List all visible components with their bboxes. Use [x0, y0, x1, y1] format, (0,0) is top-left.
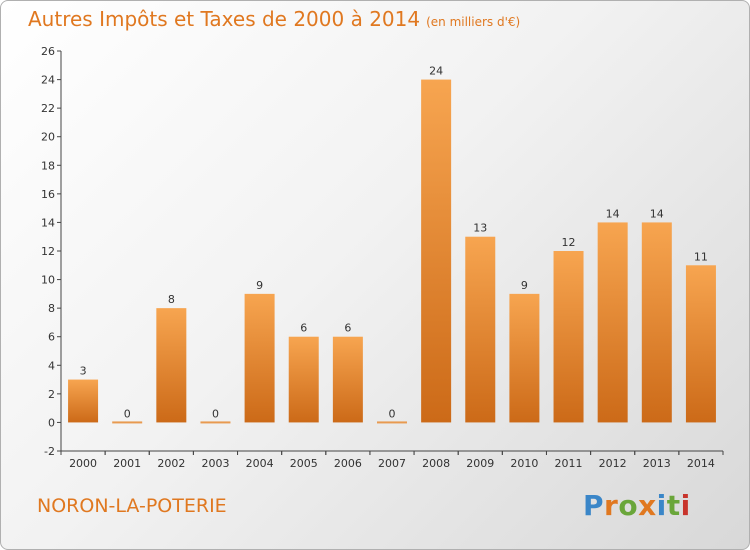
x-tick-label: 2003: [201, 457, 229, 470]
logo-letter: P: [583, 489, 605, 522]
data-label-2006: 6: [344, 322, 351, 335]
bar-2004: [244, 293, 275, 423]
x-tick-label: 2011: [555, 457, 583, 470]
x-tick-label: 2000: [69, 457, 97, 470]
logo-letter: x: [638, 489, 657, 522]
bar-2012: [597, 222, 628, 423]
bar-2003: [200, 421, 231, 424]
data-label-2004: 9: [256, 279, 263, 292]
data-label-2009: 13: [473, 222, 487, 235]
y-tick-label: 2: [48, 388, 55, 401]
data-label-2003: 0: [212, 407, 219, 420]
bar-2010: [509, 293, 540, 423]
bar-2000: [68, 379, 99, 423]
chart-title: Autres Impôts et Taxes de 2000 à 2014 (en…: [28, 7, 520, 31]
y-tick-label: 16: [41, 188, 55, 201]
y-tick-label: 24: [41, 74, 55, 87]
bar-2008: [421, 79, 452, 423]
logo-letter: i: [680, 489, 691, 522]
bar-2009: [465, 236, 496, 423]
proxiti-logo: Proxiti: [583, 489, 691, 522]
y-tick-label: 14: [41, 216, 55, 229]
bar-2007: [377, 421, 407, 424]
x-tick-label: 2005: [290, 457, 318, 470]
x-tick-label: 2009: [466, 457, 494, 470]
x-tick-label: 2008: [422, 457, 450, 470]
x-tick-label: 2006: [334, 457, 362, 470]
logo-letter: r: [604, 489, 619, 522]
y-tick-label: 0: [48, 416, 55, 429]
x-tick-label: 2001: [113, 457, 141, 470]
y-tick-label: 10: [41, 274, 55, 287]
chart-data-labels: 3 0 8 0 9 6 6 0 24 13 9 12 14 14 11: [80, 65, 708, 421]
chart-subtitle: (en milliers d'€): [426, 15, 521, 29]
logo-letter: i: [656, 489, 667, 522]
chart-title-text: Autres Impôts et Taxes de 2000 à 2014: [28, 7, 421, 31]
data-label-2008: 24: [429, 65, 443, 78]
data-label-2013: 14: [650, 207, 664, 220]
y-tick-label: 8: [48, 302, 55, 315]
x-tick-label: 2002: [157, 457, 185, 470]
data-label-2014: 11: [694, 250, 708, 263]
data-label-2010: 9: [521, 279, 528, 292]
y-tick-label: 18: [41, 159, 55, 172]
bar-2002: [156, 308, 187, 423]
x-tick-label: 2012: [599, 457, 627, 470]
y-tick-label: 22: [41, 102, 55, 115]
bar-2011: [553, 251, 584, 423]
y-tick-label: 12: [41, 245, 55, 258]
y-tick-label: 4: [48, 359, 55, 372]
x-tick-label: 2014: [687, 457, 715, 470]
data-label-2002: 8: [168, 293, 175, 306]
y-tick-label: -2: [44, 445, 55, 458]
x-tick-label: 2013: [643, 457, 671, 470]
bar-2005: [288, 336, 319, 423]
data-label-2000: 3: [80, 365, 87, 378]
data-label-2001: 0: [124, 407, 131, 420]
x-tick-label: 2010: [510, 457, 538, 470]
bar-2001: [112, 421, 143, 424]
commune-name: NORON-LA-POTERIE: [37, 495, 227, 517]
x-tick-label: 2007: [378, 457, 406, 470]
data-label-2012: 14: [606, 207, 620, 220]
data-label-2011: 12: [562, 236, 576, 249]
logo-letter: t: [666, 489, 681, 522]
data-label-2007: 0: [389, 407, 396, 420]
bar-2014: [685, 265, 716, 423]
bar-2013: [641, 222, 672, 423]
logo-letter: o: [618, 489, 639, 522]
x-tick-label: 2004: [246, 457, 274, 470]
y-tick-label: 20: [41, 131, 55, 144]
data-label-2005: 6: [300, 322, 307, 335]
y-tick-label: 26: [41, 45, 55, 58]
y-tick-label: 6: [48, 331, 55, 344]
bar-2006: [332, 336, 363, 423]
chart-bars: [68, 79, 716, 424]
